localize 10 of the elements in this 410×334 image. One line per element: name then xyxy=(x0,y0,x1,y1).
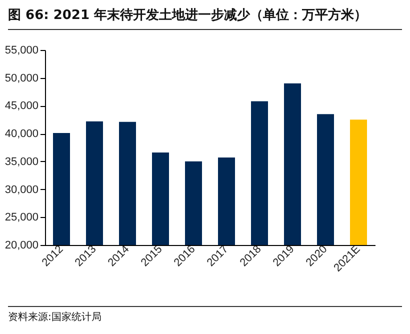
y-tick-label: 30,000 xyxy=(4,184,38,196)
y-tick-label: 40,000 xyxy=(4,128,38,140)
y-tick-label: 25,000 xyxy=(4,212,38,224)
text: 资料来源:国家统计局 xyxy=(8,306,402,324)
y-tick-label: 45,000 xyxy=(4,100,38,112)
y-tick-label: 55,000 xyxy=(4,44,38,56)
y-tick-label: 20,000 xyxy=(4,240,38,252)
y-tick-label: 35,000 xyxy=(4,156,38,168)
chart-title: 图 66: 2021 年末待开发土地进一步减少（单位：万平方米） xyxy=(8,6,402,30)
y-tick-label: 50,000 xyxy=(4,72,38,84)
